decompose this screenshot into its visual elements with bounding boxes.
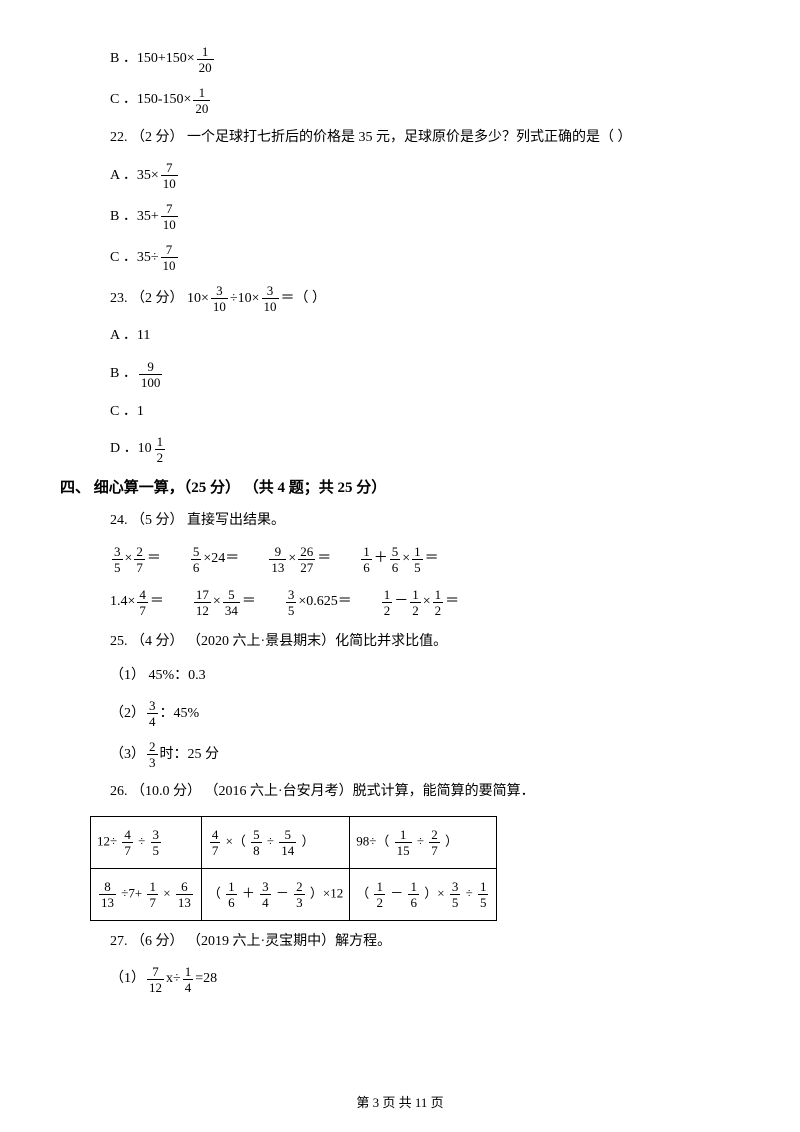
q25-3: （3） 23 时：25 分 xyxy=(110,740,720,769)
opt-b-text: B ．150+150× xyxy=(110,48,195,70)
q27-stem: 27. （6 分） （2019 六上·灵宝期中）解方程。 xyxy=(110,931,720,953)
frac-1-4: 14 xyxy=(183,965,194,994)
q24-stem: 24. （5 分） 直接写出结果。 xyxy=(110,510,720,532)
opt-c-text: C ．150-150× xyxy=(110,89,191,111)
frac-2-3: 23 xyxy=(147,740,158,769)
q22-stem: 22. （2 分） 一个足球打七折后的价格是 35 元，足球原价是多少？列式正确… xyxy=(110,127,720,149)
eq-cell: 1.4× 47 ＝ xyxy=(110,588,164,617)
table-cell: 813 ÷7+ 17 × 613 xyxy=(91,868,202,920)
q26-table: 12÷ 47 ÷ 35 47 ×（ 58 ÷ 514 ） 98÷（ 115 ÷ … xyxy=(90,816,497,921)
q25-2: （2） 34 ：45% xyxy=(110,699,720,728)
eq-cell: 35 × 27 ＝ xyxy=(110,545,161,574)
q23-option-b: B ． 9100 xyxy=(110,360,720,389)
q25-stem: 25. （4 分） （2020 六上·景县期末）化简比并求比值。 xyxy=(110,631,720,653)
q22-option-b: B ．35+ 710 xyxy=(110,202,720,231)
eq-cell: 1712 × 534 ＝ xyxy=(192,588,256,617)
q22-option-a: A ．35× 710 xyxy=(110,161,720,190)
eq-cell: 35 ×0.625＝ xyxy=(284,588,352,617)
page-footer: 第 3 页 共 11 页 xyxy=(0,1093,800,1114)
frac-1-20: 120 xyxy=(193,86,210,115)
q21-option-b: B ．150+150× 120 xyxy=(110,45,720,74)
table-cell: 98÷（ 115 ÷ 27 ） xyxy=(350,816,497,868)
frac-3-10: 310 xyxy=(262,284,279,313)
frac-7-10: 710 xyxy=(161,202,178,231)
table-row: 12÷ 47 ÷ 35 47 ×（ 58 ÷ 514 ） 98÷（ 115 ÷ … xyxy=(91,816,497,868)
eq-cell: 56 ×24＝ xyxy=(189,545,239,574)
table-cell: （ 16 ＋ 34 － 23 ）×12 xyxy=(201,868,349,920)
frac-3-4: 34 xyxy=(147,699,158,728)
eq-cell: 12 － 12 × 12 ＝ xyxy=(380,588,459,617)
frac-1-20: 120 xyxy=(197,45,214,74)
q24-row2: 1.4× 47 ＝ 1712 × 534 ＝ 35 ×0.625＝ 12 － 1… xyxy=(110,588,720,617)
q23-option-c: C ．1 xyxy=(110,401,720,423)
frac-7-12: 712 xyxy=(147,965,164,994)
frac-7-10: 710 xyxy=(161,243,178,272)
q22-option-c: C ．35÷ 710 xyxy=(110,243,720,272)
q26-stem: 26. （10.0 分） （2016 六上·台安月考）脱式计算，能简算的要简算． xyxy=(110,781,720,803)
q25-1: （1） 45%：0.3 xyxy=(110,665,720,687)
frac-9-100: 9100 xyxy=(139,360,163,389)
table-cell: 47 ×（ 58 ÷ 514 ） xyxy=(201,816,349,868)
q27-1: （1） 712 x÷ 14 =28 xyxy=(110,965,720,994)
mixed-10-1-2: 10 12 xyxy=(138,435,168,464)
q23-option-d: D ． 10 12 xyxy=(110,435,720,464)
frac-7-10: 710 xyxy=(161,161,178,190)
table-cell: 12÷ 47 ÷ 35 xyxy=(91,816,202,868)
q21-option-c: C ．150-150× 120 xyxy=(110,86,720,115)
table-row: 813 ÷7+ 17 × 613 （ 16 ＋ 34 － 23 ）×12 （ 1… xyxy=(91,868,497,920)
q24-row1: 35 × 27 ＝ 56 ×24＝ 913 × 2627 ＝ 16 ＋ 56 ×… xyxy=(110,545,720,574)
q23-stem: 23. （2 分） 10× 310 ÷10× 310 ＝（ ） xyxy=(110,284,720,313)
table-cell: （ 12 － 16 ）× 35 ÷ 15 xyxy=(350,868,497,920)
q23-option-a: A ．11 xyxy=(110,325,720,347)
eq-cell: 16 ＋ 56 × 15 ＝ xyxy=(359,545,438,574)
eq-cell: 913 × 2627 ＝ xyxy=(267,545,331,574)
frac-3-10: 310 xyxy=(211,284,228,313)
section-4-title: 四、 细心算一算，（25 分） （共 4 题；共 25 分） xyxy=(60,476,720,500)
